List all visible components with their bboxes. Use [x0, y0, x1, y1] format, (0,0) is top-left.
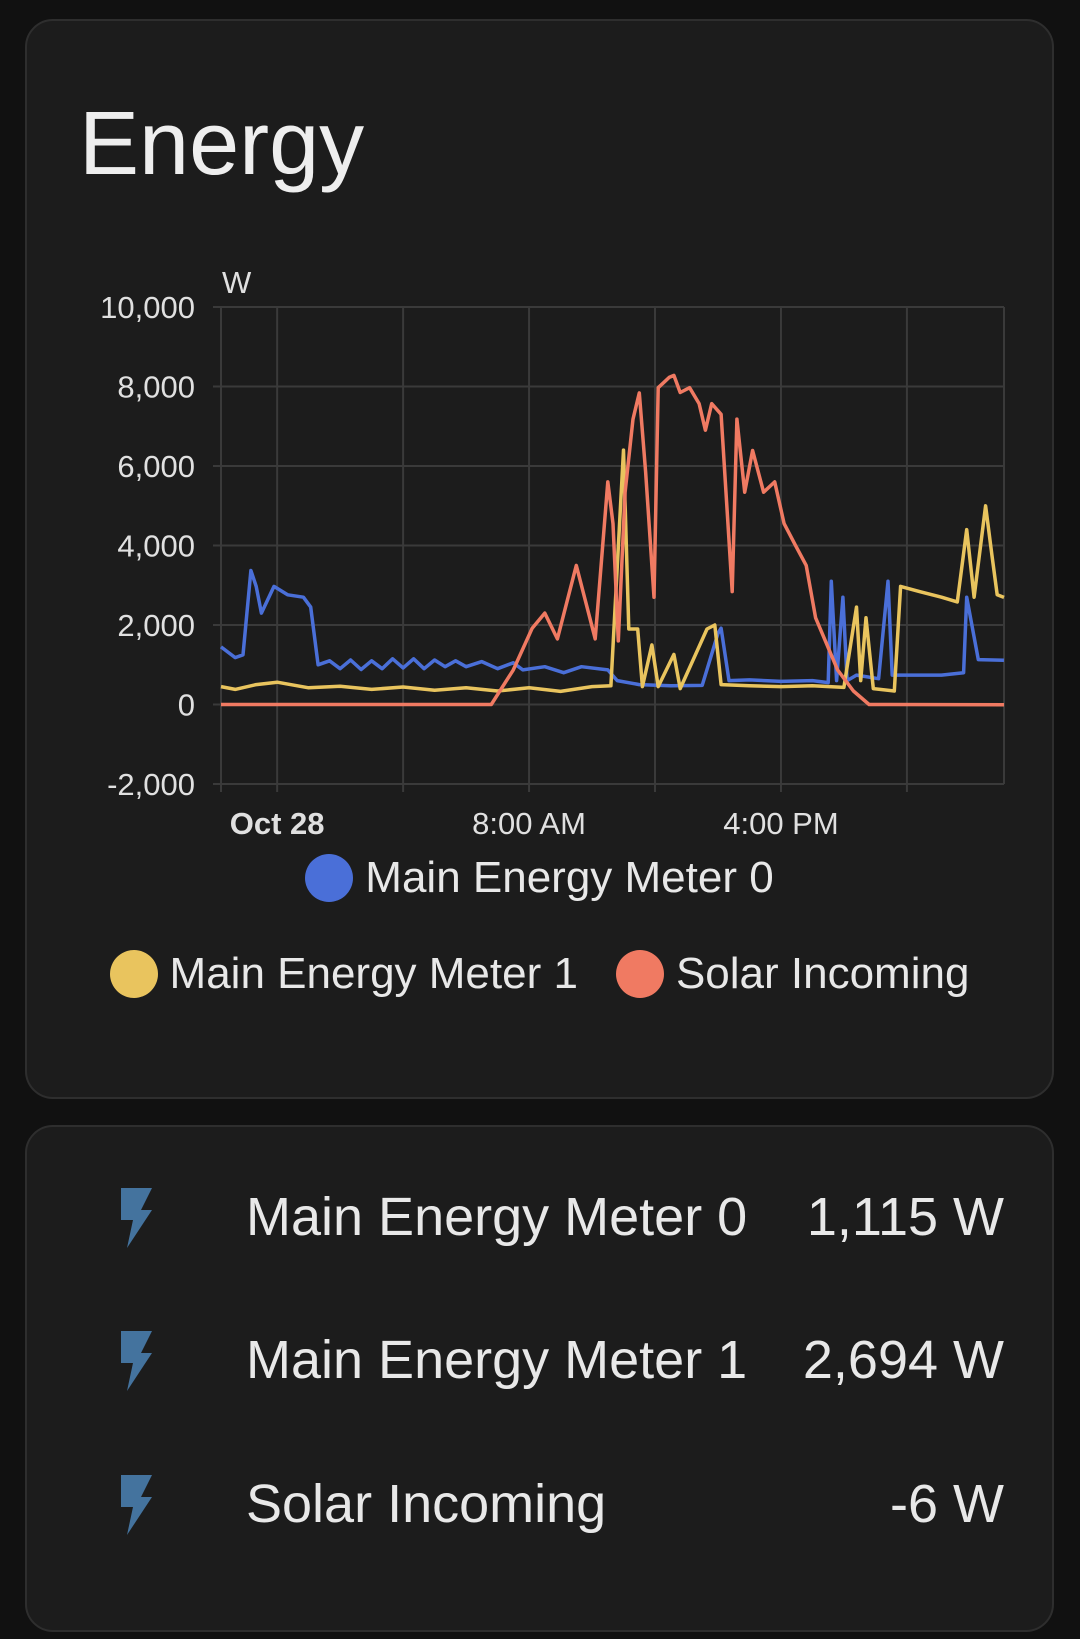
- flash-icon: [121, 1331, 152, 1391]
- y-axis-unit-label: W: [222, 265, 252, 300]
- y-tick-label: 4,000: [117, 529, 195, 564]
- legend-item-main-energy-meter-1[interactable]: Main Energy Meter 1: [109, 949, 578, 999]
- x-tick-label: Oct 28: [230, 806, 325, 841]
- series-line-solar-incoming: [221, 373, 1005, 707]
- y-tick-label: 6,000: [117, 449, 195, 484]
- entity-name: Main Energy Meter 1: [246, 1330, 748, 1390]
- series-lines: [219, 373, 1005, 707]
- legend-label: Main Energy Meter 1: [169, 949, 578, 998]
- legend-dot: [615, 950, 664, 998]
- flash-icon: [121, 1188, 152, 1248]
- legend-item-solar-incoming[interactable]: Solar Incoming: [615, 949, 970, 999]
- entities-card: Main Energy Meter 0 1,115 W Main Energy …: [25, 1125, 1054, 1632]
- flash-icon: [121, 1475, 152, 1535]
- y-tick-label: 10,000: [100, 290, 195, 325]
- card-title: Energy: [79, 94, 365, 194]
- entity-value: 2,694 W: [802, 1330, 1004, 1390]
- entity-name: Main Energy Meter 0: [246, 1187, 748, 1247]
- y-tick-label: 2,000: [117, 608, 195, 643]
- entity-row-main-energy-meter-0[interactable]: Main Energy Meter 0 1,115 W: [27, 1182, 1052, 1252]
- grid: [213, 306, 1005, 792]
- entity-value: 1,115 W: [806, 1187, 1004, 1247]
- entity-row-main-energy-meter-1[interactable]: Main Energy Meter 1 2,694 W: [27, 1325, 1052, 1395]
- legend-row-2: Main Energy Meter 1 Solar Incoming: [27, 949, 1052, 999]
- energy-line-chart[interactable]: W 10,000 8,000 6,000 4,000 2,000 0 -2,000 Oct …: [0, 0, 1080, 1100]
- y-tick-label: 8,000: [117, 370, 195, 405]
- y-tick-label: 0: [178, 688, 195, 723]
- legend-row-1: Main Energy Meter 0: [27, 853, 1052, 903]
- y-axis-ticks: 10,000 8,000 6,000 4,000 2,000 0 -2,000: [100, 290, 195, 802]
- x-tick-label: 8:00 AM: [472, 806, 586, 841]
- entity-value: -6 W: [890, 1474, 1004, 1534]
- energy-history-card: Energy Main Energy Meter 0 Main Energy M…: [25, 19, 1054, 1099]
- x-tick-label: 4:00 PM: [723, 806, 838, 841]
- entity-name: Solar Incoming: [246, 1474, 607, 1534]
- legend-label: Main Energy Meter 0: [365, 853, 774, 902]
- legend-dot: [305, 854, 354, 902]
- legend-label: Solar Incoming: [675, 949, 970, 998]
- series-line-main-energy-meter-1: [220, 448, 1005, 694]
- legend-item-main-energy-meter-0[interactable]: Main Energy Meter 0: [305, 853, 774, 903]
- y-tick-label: -2,000: [107, 767, 195, 802]
- entity-row-solar-incoming[interactable]: Solar Incoming -6 W: [27, 1469, 1052, 1539]
- x-axis-ticks: Oct 28 8:00 AM 4:00 PM: [230, 806, 839, 841]
- series-line-main-energy-meter-0: [219, 568, 1005, 688]
- legend-dot: [109, 950, 158, 998]
